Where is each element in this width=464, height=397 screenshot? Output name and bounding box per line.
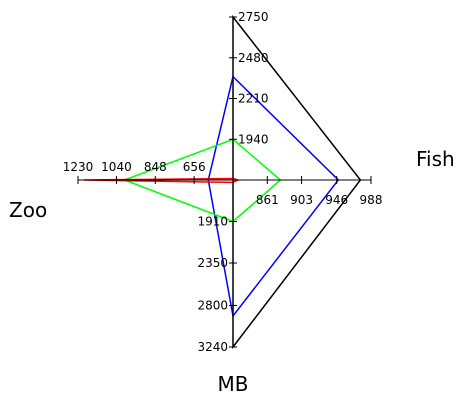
tick-label-up-1: 2210 [238,92,269,106]
tick-label-left-3: 1230 [63,160,94,174]
tick-label-right-0: 861 [256,193,279,207]
label-layer: 1940 2210 2480 2750 861 903 946 988 1910 2350 2800… [9,10,455,396]
tick-label-right-2: 946 [325,193,348,207]
tick-label-up-3: 2750 [238,10,269,24]
axis-name-fish: Fish [416,147,455,171]
tick-label-down-2: 2800 [197,298,228,312]
tick-label-up-0: 1940 [238,132,269,146]
tick-label-down-0: 1910 [197,215,228,229]
tick-label-left-2: 1040 [101,160,132,174]
tick-label-down-3: 3240 [197,340,228,354]
axis-layer [77,16,372,348]
tick-label-down-1: 2350 [197,256,228,270]
tick-label-up-2: 2480 [238,51,269,65]
axis-name-mb: MB [218,372,249,396]
tick-label-right-3: 988 [360,193,383,207]
tick-label-right-1: 903 [290,193,313,207]
axis-name-zoo: Zoo [9,198,47,222]
tick-label-left-1: 848 [144,160,167,174]
series-polygon-0 [232,14,362,350]
tick-label-left-0: 656 [183,160,206,174]
